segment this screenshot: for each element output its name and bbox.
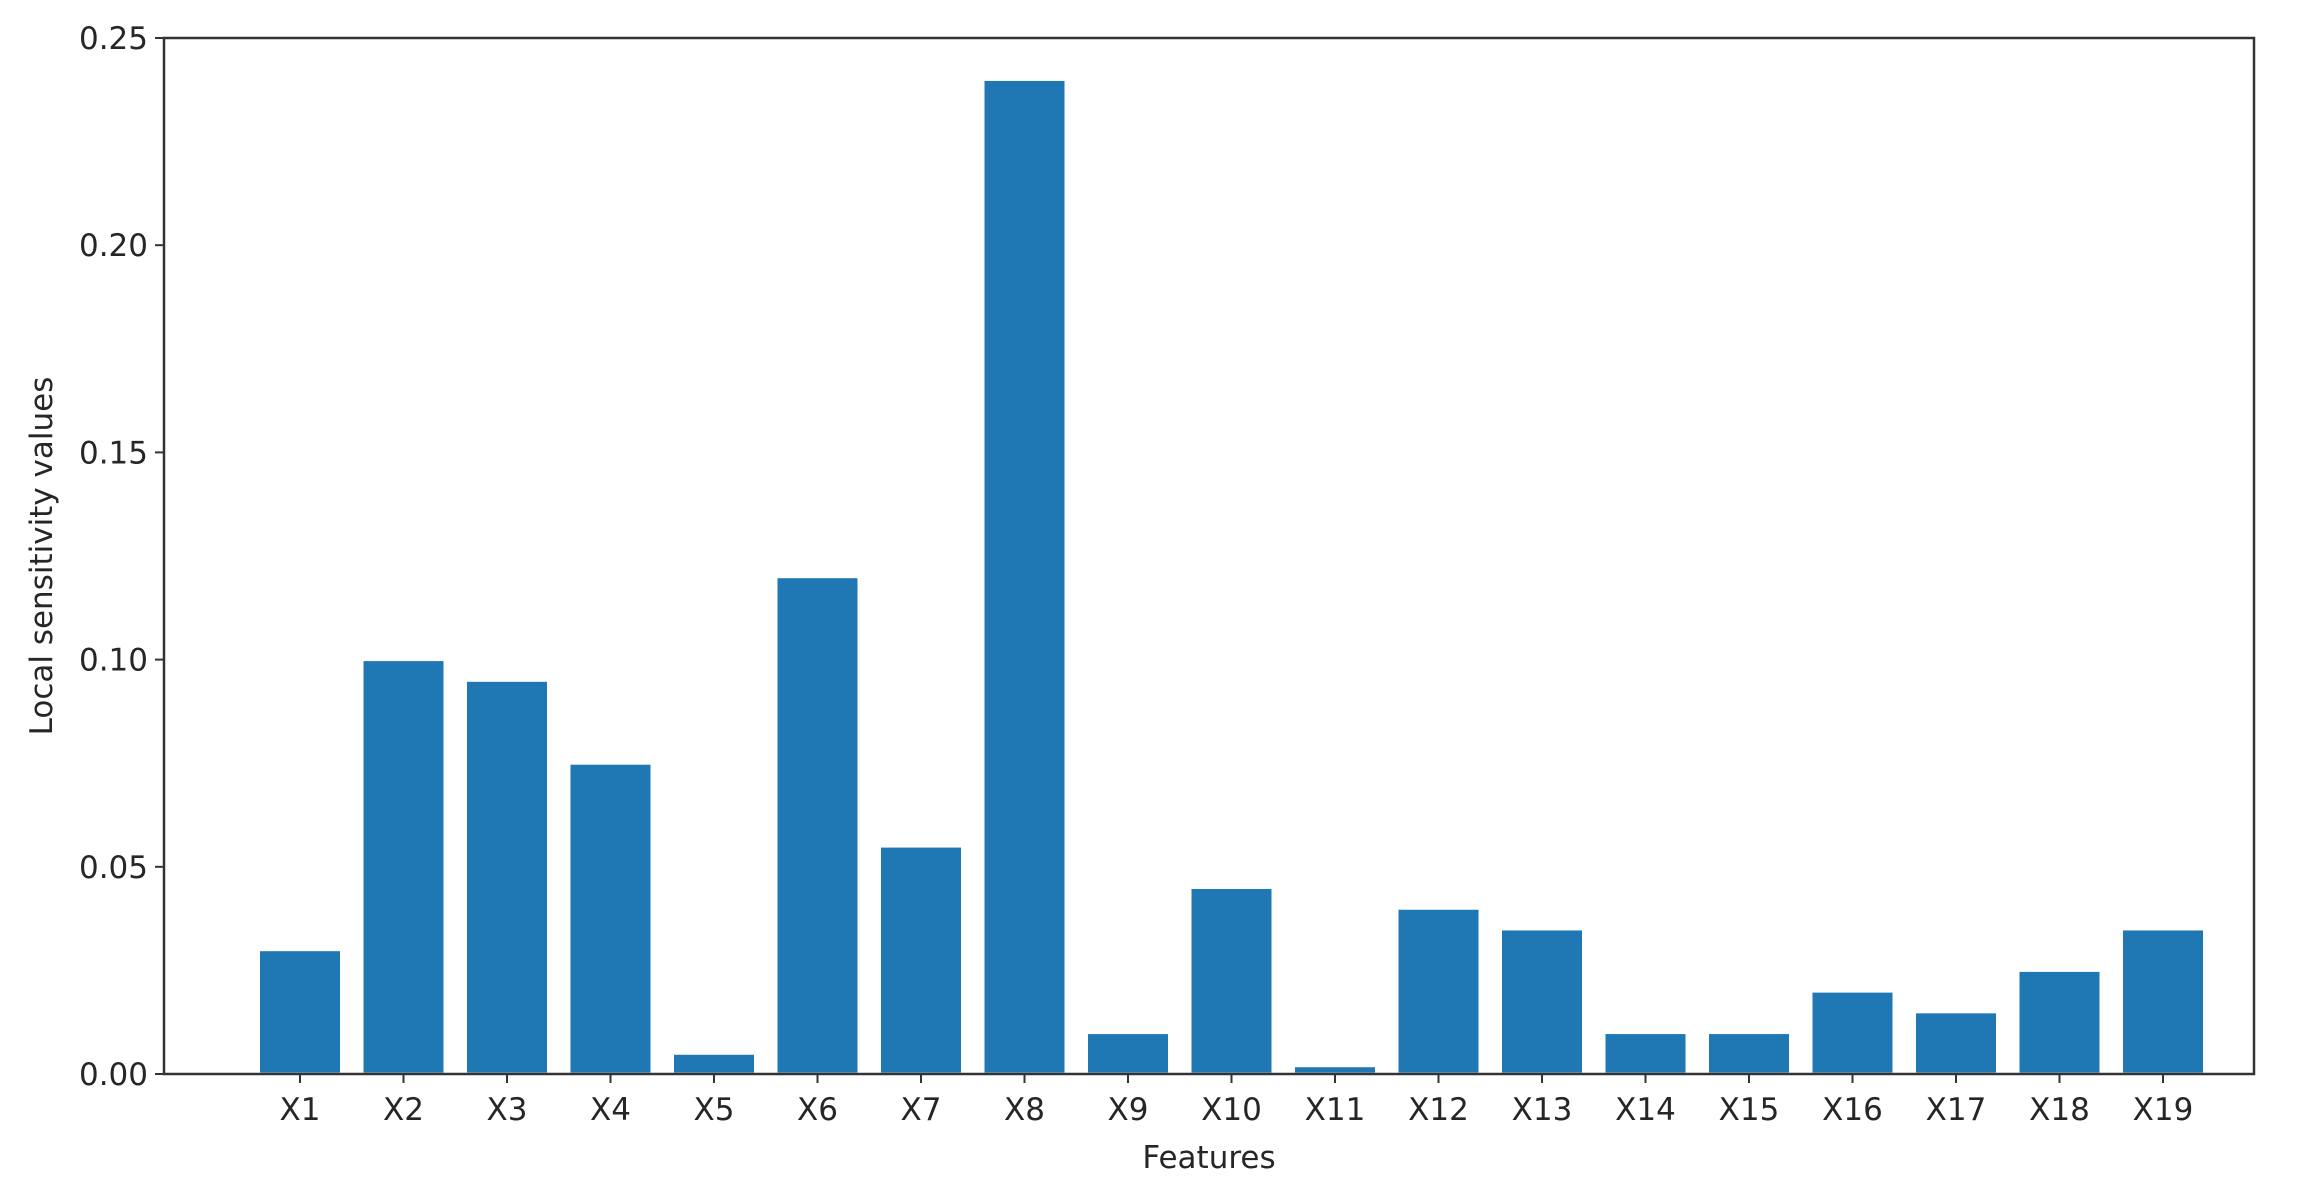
x-tick-label: X14 xyxy=(1615,1092,1676,1128)
bar-x9 xyxy=(1085,1031,1171,1076)
x-tick-label: X8 xyxy=(1004,1092,1045,1128)
y-tick-label: 0.25 xyxy=(79,21,148,57)
bar-x6 xyxy=(774,575,861,1076)
x-tick-label: X13 xyxy=(1512,1092,1573,1128)
x-tick-label: X18 xyxy=(2029,1092,2090,1128)
x-tick-label: X5 xyxy=(694,1092,735,1128)
x-tick-label: X4 xyxy=(590,1092,631,1128)
y-axis-ticks: 0.00 0.05 0.10 0.15 0.20 0.25 xyxy=(79,21,164,1093)
bar-x19 xyxy=(2120,927,2206,1076)
x-tick-label: X7 xyxy=(901,1092,942,1128)
x-tick-label: X12 xyxy=(1408,1092,1469,1128)
plot-frame xyxy=(162,36,2256,1076)
x-tick-label: X11 xyxy=(1305,1092,1366,1128)
x-tick-label: X15 xyxy=(1719,1092,1780,1128)
x-tick-label: X6 xyxy=(797,1092,838,1128)
x-tick-label: X2 xyxy=(383,1092,424,1128)
bars-group xyxy=(257,77,2206,1076)
x-axis-label: Features xyxy=(1142,1140,1275,1176)
bar-x1 xyxy=(257,948,343,1076)
x-axis-ticks: X1 X2 X3 X4 X5 X6 X7 X8 X9 X10 X11 X12 X13 X14 X15 X16 X… xyxy=(280,1074,2194,1128)
bar-x18 xyxy=(2016,968,2103,1076)
x-tick-label: X1 xyxy=(280,1092,321,1128)
y-axis-label: Local sensitivity values xyxy=(24,377,60,736)
y-tick-label: 0.20 xyxy=(79,228,148,264)
y-tick-label: 0.00 xyxy=(79,1057,148,1093)
bar-x10 xyxy=(1188,886,1275,1076)
bar-x14 xyxy=(1602,1031,1689,1076)
bar-x12 xyxy=(1395,906,1482,1076)
y-tick-label: 0.05 xyxy=(79,850,148,886)
bar-x2 xyxy=(360,658,447,1076)
bar-x8 xyxy=(981,77,1068,1076)
bar-x7 xyxy=(878,844,964,1076)
bar-x17 xyxy=(1913,1010,1999,1076)
x-tick-label: X3 xyxy=(487,1092,528,1128)
x-tick-label: X19 xyxy=(2133,1092,2194,1128)
bar-x15 xyxy=(1706,1031,1792,1076)
x-tick-label: X10 xyxy=(1201,1092,1262,1128)
y-tick-label: 0.15 xyxy=(79,435,148,471)
bar-x3 xyxy=(464,678,550,1076)
x-tick-label: X17 xyxy=(1926,1092,1987,1128)
x-tick-label: X9 xyxy=(1108,1092,1149,1128)
bar-x13 xyxy=(1499,927,1585,1076)
bar-x4 xyxy=(567,761,654,1076)
x-tick-label: X16 xyxy=(1822,1092,1883,1128)
bar-x16 xyxy=(1809,989,1896,1076)
bar-x5 xyxy=(671,1051,757,1076)
y-tick-label: 0.10 xyxy=(79,643,148,679)
